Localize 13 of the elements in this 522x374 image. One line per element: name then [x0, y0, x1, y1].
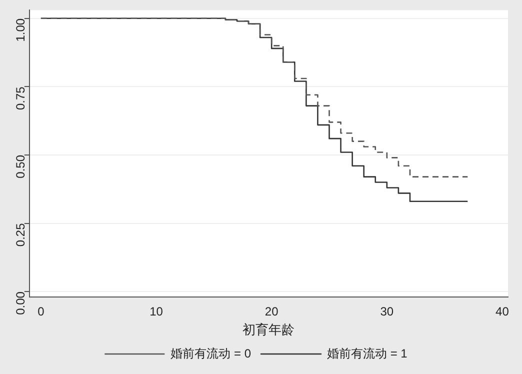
x-tick-label: 30 — [380, 304, 394, 319]
y-tick-label: 1.00 — [14, 18, 28, 42]
y-tick-label: 0.50 — [14, 154, 28, 178]
x-tick-label: 20 — [264, 304, 279, 319]
x-tick-label: 40 — [496, 304, 510, 319]
y-tick-label: 0.00 — [14, 291, 28, 315]
x-axis-title: 初育年龄 — [242, 322, 295, 337]
x-tick-label: 0 — [38, 304, 45, 319]
y-tick-label: 0.25 — [14, 222, 28, 247]
y-tick-label: 0.75 — [14, 86, 28, 110]
x-tick-label: 10 — [150, 304, 164, 319]
legend-label: 婚前有流动 = 1 — [327, 346, 408, 360]
legend-label: 婚前有流动 = 0 — [170, 346, 252, 360]
